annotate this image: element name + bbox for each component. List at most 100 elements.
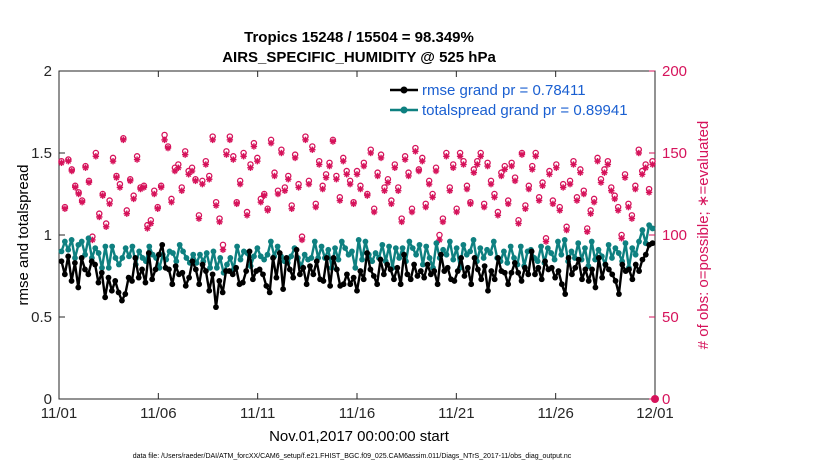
spread-point	[416, 241, 423, 248]
rmse-point	[505, 281, 512, 288]
obs-evaluated-stroke	[601, 169, 608, 176]
obs-evaluated-marker	[443, 153, 450, 160]
spread-point	[379, 241, 386, 248]
obs-evaluated-stroke	[158, 184, 164, 191]
obs-evaluated-marker	[240, 153, 247, 160]
obs-evaluated-stroke	[577, 169, 584, 176]
obs-evaluated-marker	[319, 185, 326, 193]
spread-point	[264, 251, 271, 258]
obs-evaluated-marker	[68, 167, 75, 175]
obs-evaluated-marker	[377, 154, 385, 162]
rmse-point	[364, 250, 370, 256]
spread-point	[470, 237, 477, 243]
obs-evaluated-marker	[154, 205, 161, 212]
obs-evaluated-marker	[470, 169, 478, 176]
y-tick-label-right: 150	[662, 145, 687, 162]
obs-evaluated-marker	[584, 228, 591, 235]
obs-evaluated-marker	[594, 158, 601, 165]
obs-evaluated-marker	[285, 176, 292, 183]
rmse-point	[216, 278, 223, 284]
obs-evaluated-marker	[453, 208, 460, 216]
spread-point	[575, 240, 582, 247]
spread-point	[460, 241, 467, 248]
rmse-point	[454, 268, 461, 274]
obs-evaluated-marker	[199, 180, 206, 188]
rmse-point	[478, 276, 485, 283]
obs-evaluated-stroke	[230, 156, 237, 163]
y-tick-label-left: 2	[44, 63, 52, 80]
spread-point	[288, 253, 295, 260]
obs-evaluated-marker	[226, 136, 234, 144]
rmse-point	[95, 279, 102, 286]
obs-evaluated-marker	[175, 164, 182, 171]
obs-evaluated-marker	[484, 162, 491, 170]
obs-evaluated-stroke	[306, 181, 312, 187]
obs-evaluated-marker	[322, 174, 330, 181]
rmse-point	[108, 287, 115, 294]
obs-evaluated-marker	[580, 190, 587, 198]
obs-evaluated-marker	[333, 176, 340, 183]
obs-evaluated-stroke	[481, 204, 487, 210]
obs-evaluated-stroke	[103, 224, 109, 230]
obs-evaluated-stroke	[110, 158, 116, 164]
spread-point	[176, 241, 183, 248]
spread-point	[501, 248, 507, 255]
spread-point	[68, 237, 75, 243]
obs-evaluated-marker	[350, 200, 357, 208]
obs-evaluated-stroke	[364, 192, 371, 199]
spread-point	[58, 248, 65, 255]
rmse-point	[135, 274, 142, 281]
obs-evaluated-stroke	[450, 165, 456, 171]
rmse-point	[65, 253, 72, 260]
obs-evaluated-marker	[92, 153, 100, 160]
obs-evaluated-marker	[518, 151, 526, 158]
rmse-point	[145, 250, 152, 256]
obs-evaluated-stroke	[237, 181, 243, 187]
obs-evaluated-marker	[309, 146, 316, 153]
rmse-point	[152, 266, 159, 273]
obs-evaluated-stroke	[550, 201, 556, 207]
obs-evaluated-marker	[281, 187, 289, 194]
obs-evaluated-marker	[216, 218, 223, 226]
obs-evaluated-marker	[546, 171, 553, 178]
obs-evaluated-stroke	[216, 219, 223, 225]
obs-evaluated-stroke	[120, 137, 127, 143]
obs-evaluated-marker	[364, 192, 371, 199]
spread-point	[392, 245, 399, 252]
obs-evaluated-stroke	[368, 150, 374, 156]
obs-evaluated-marker	[247, 164, 254, 171]
obs-evaluated-marker	[78, 199, 86, 206]
rmse-point	[357, 268, 364, 274]
obs-evaluated-stroke	[319, 186, 326, 192]
rmse-point	[149, 276, 156, 283]
spread-point	[325, 246, 332, 253]
obs-evaluated-marker	[116, 184, 124, 191]
x-tick-label: 11/26	[537, 405, 573, 422]
rmse-point	[132, 255, 139, 261]
rmse-point	[444, 264, 451, 271]
rmse-point	[532, 271, 538, 278]
obs-evaluated-stroke	[233, 201, 240, 207]
obs-evaluated-stroke	[93, 153, 99, 160]
obs-evaluated-stroke	[522, 206, 529, 212]
rmse-point	[273, 274, 280, 281]
obs-evaluated-stroke	[385, 179, 391, 186]
x-axis-label: Nov.01,2017 00:00:00 start	[269, 428, 450, 445]
obs-evaluated-marker	[144, 225, 151, 232]
obs-evaluated-stroke	[179, 187, 185, 194]
obs-evaluated-marker	[446, 187, 453, 194]
obs-evaluated-stroke	[130, 196, 137, 202]
obs-evaluated-marker	[274, 190, 282, 198]
rmse-point	[206, 287, 213, 294]
obs-evaluated-marker	[188, 167, 196, 175]
y-tick-label-right: 0	[662, 391, 670, 408]
spread-point	[433, 240, 440, 247]
obs-evaluated-stroke	[467, 201, 474, 207]
obs-evaluated-marker	[415, 167, 423, 175]
obs-evaluated-marker	[549, 200, 557, 208]
obs-evaluated-stroke	[89, 237, 96, 243]
rmse-point	[293, 246, 300, 253]
obs-evaluated-stroke	[82, 165, 89, 171]
spread-point	[426, 255, 433, 261]
spread-point	[396, 255, 403, 261]
